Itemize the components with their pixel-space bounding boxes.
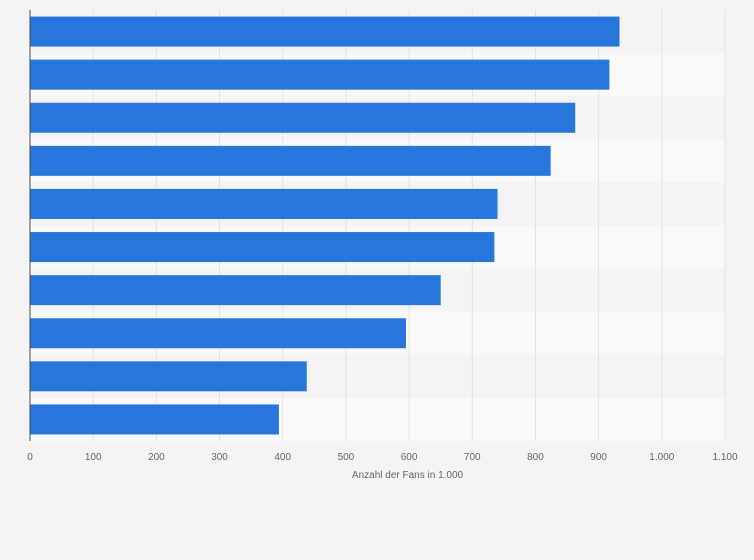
x-tick-label: 900 bbox=[590, 452, 607, 463]
bar[interactable] bbox=[30, 59, 610, 90]
x-tick-label: 600 bbox=[401, 452, 418, 463]
x-tick-label: 100 bbox=[85, 452, 102, 463]
bar[interactable] bbox=[30, 361, 307, 392]
x-tick-label: 700 bbox=[464, 452, 481, 463]
bar[interactable] bbox=[30, 102, 576, 133]
bar[interactable] bbox=[30, 275, 441, 306]
x-tick-label: 500 bbox=[338, 452, 355, 463]
bar-series bbox=[30, 16, 620, 435]
bar[interactable] bbox=[30, 232, 495, 263]
bar[interactable] bbox=[30, 318, 406, 349]
bar[interactable] bbox=[30, 188, 498, 219]
bar[interactable] bbox=[30, 16, 620, 47]
bar[interactable] bbox=[30, 404, 279, 435]
x-tick-label: 1.000 bbox=[649, 452, 674, 463]
bar[interactable] bbox=[30, 145, 551, 176]
x-tick-label: 800 bbox=[527, 452, 544, 463]
x-tick-label: 1.100 bbox=[712, 452, 737, 463]
x-tick-label: 300 bbox=[211, 452, 228, 463]
x-tick-labels: 0 100 200 300 400 500 600 700 800 900 1.000 1.100 bbox=[27, 452, 738, 463]
x-tick-label: 200 bbox=[148, 452, 165, 463]
x-tick-label: 0 bbox=[27, 452, 33, 463]
x-axis-title: Anzahl der Fans in 1.000 bbox=[352, 470, 464, 481]
x-tick-label: 400 bbox=[274, 452, 291, 463]
